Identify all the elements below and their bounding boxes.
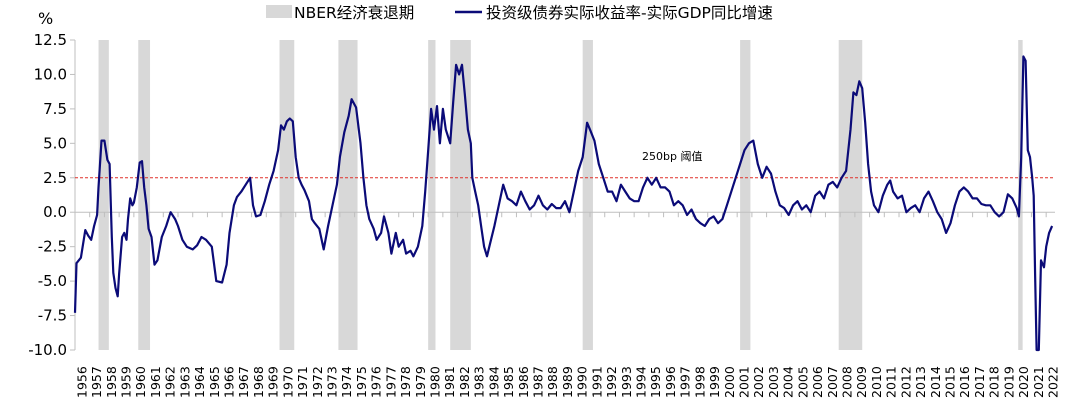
x-tick-label: 1990 (575, 366, 590, 398)
x-tick-label: 1976 (369, 366, 384, 398)
x-tick-label: 1968 (251, 366, 266, 398)
x-tick-label: 1979 (413, 366, 428, 398)
x-tick-label: 1988 (545, 366, 560, 398)
y-tick-label: 10.0 (34, 65, 67, 83)
x-tick-label: 1961 (148, 366, 163, 398)
x-tick-label: 1995 (648, 366, 663, 398)
x-tick-label: 1992 (604, 366, 619, 398)
x-tick-label: 1957 (89, 366, 104, 398)
x-tick-label: 2018 (987, 366, 1002, 398)
x-tick-label: 2000 (722, 366, 737, 398)
legend-line-label: 投资级债券实际收益率-实际GDP同比增速 (486, 4, 773, 22)
x-tick-label: 1962 (163, 366, 178, 398)
x-tick-label: 2008 (840, 366, 855, 398)
x-tick-label: 1983 (472, 366, 487, 398)
recession-band (740, 40, 751, 350)
x-tick-label: 2001 (737, 366, 752, 398)
y-tick-label: 12.5 (34, 31, 67, 49)
x-tick-label: 1970 (280, 366, 295, 398)
x-tick-label: 1996 (663, 366, 678, 398)
x-tick-label: 1982 (457, 366, 472, 398)
x-tick-label: 1965 (207, 366, 222, 398)
x-tick-label: 1958 (104, 366, 119, 398)
x-tick-label: 1960 (133, 366, 148, 398)
x-tick-label: 2011 (884, 366, 899, 398)
x-tick-label: 2015 (943, 366, 958, 398)
recession-band (279, 40, 295, 350)
x-tick-label: 1964 (192, 366, 207, 398)
x-tick-label: 1959 (119, 366, 134, 398)
x-tick-label: 1989 (560, 366, 575, 398)
x-tick-label: 1967 (236, 366, 251, 398)
recession-band (838, 40, 863, 350)
x-tick-label: 2003 (766, 366, 781, 398)
x-tick-label: 1975 (354, 366, 369, 398)
x-tick-label: 1978 (398, 366, 413, 398)
x-tick-label: 1956 (74, 366, 89, 398)
x-tick-label: 1984 (486, 366, 501, 398)
x-tick-label: 2016 (957, 366, 972, 398)
x-tick-label: 2006 (810, 366, 825, 398)
threshold-label: 250bp 阈值 (642, 149, 702, 163)
x-tick-label: 2021 (1031, 366, 1046, 398)
x-tick-label: 2022 (1046, 366, 1061, 398)
x-tick-label: 1974 (339, 366, 354, 398)
recession-band (428, 40, 436, 350)
x-tick-label: 1969 (266, 366, 281, 398)
recession-band (450, 40, 471, 350)
x-tick-label: 1999 (707, 366, 722, 398)
x-tick-label: 2017 (972, 366, 987, 398)
y-tick-label: 0.0 (43, 203, 67, 221)
x-tick-label: 1963 (177, 366, 192, 398)
y-tick-label: 7.5 (43, 100, 67, 118)
x-tick-label: 2009 (854, 366, 869, 398)
x-tick-label: 1998 (692, 366, 707, 398)
recession-band (98, 40, 109, 350)
recession-band (582, 40, 593, 350)
x-tick-label: 1987 (531, 366, 546, 398)
legend-recession-label: NBER经济衰退期 (294, 4, 414, 22)
x-tick-label: 2012 (898, 366, 913, 398)
x-tick-label: 2005 (795, 366, 810, 398)
y-tick-label: -5.0 (38, 272, 67, 290)
x-tick-label: 1991 (589, 366, 604, 398)
x-tick-label: 2002 (751, 366, 766, 398)
x-tick-label: 2010 (869, 366, 884, 398)
x-tick-label: 1981 (442, 366, 457, 398)
y-tick-label: -2.5 (38, 238, 67, 256)
x-tick-label: 2007 (825, 366, 840, 398)
y-tick-label: 2.5 (43, 169, 67, 187)
x-tick-label: 2019 (1001, 366, 1016, 398)
x-tick-label: 1985 (501, 366, 516, 398)
x-tick-label: 1993 (619, 366, 634, 398)
x-tick-label: 1973 (325, 366, 340, 398)
recession-band (338, 40, 358, 350)
x-tick-label: 1980 (428, 366, 443, 398)
y-unit-label: % (38, 9, 53, 28)
x-tick-label: 1971 (295, 366, 310, 398)
x-tick-label: 2004 (781, 366, 796, 398)
x-tick-label: 1986 (516, 366, 531, 398)
y-tick-label: -7.5 (38, 307, 67, 325)
x-tick-label: 1994 (634, 366, 649, 398)
series-line (73, 55, 1054, 352)
legend-recession-swatch (266, 5, 292, 18)
x-tick-label: 1977 (383, 366, 398, 398)
y-tick-label: -10.0 (28, 341, 67, 359)
y-tick-label: 5.0 (43, 134, 67, 152)
x-tick-label: 1997 (678, 366, 693, 398)
x-tick-label: 1972 (310, 366, 325, 398)
x-tick-label: 2014 (928, 366, 943, 398)
x-tick-label: 2013 (913, 366, 928, 398)
x-tick-label: 2020 (1016, 366, 1031, 398)
x-tick-label: 1966 (222, 366, 237, 398)
